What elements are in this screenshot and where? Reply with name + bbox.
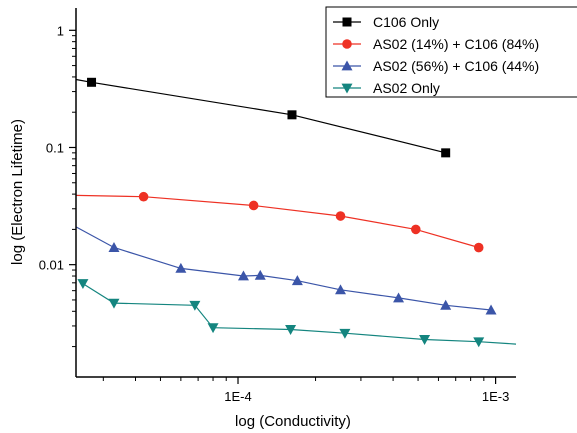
y-tick-label: 1: [57, 23, 64, 38]
data-point: [441, 148, 451, 158]
data-point: [138, 191, 149, 202]
legend-item: C106 Only: [333, 14, 439, 30]
series-4: [77, 279, 517, 348]
data-point: [287, 110, 297, 120]
legend-item: AS02 Only: [333, 80, 440, 96]
data-point: [473, 242, 484, 253]
legend-item: AS02 (14%) + C106 (84%): [333, 36, 539, 52]
legend-marker: [342, 17, 352, 27]
data-point: [291, 275, 303, 286]
data-point: [440, 299, 452, 310]
data-point: [485, 304, 497, 315]
data-point: [335, 211, 346, 221]
legend-item: AS02 (56%) + C106 (44%): [333, 58, 539, 74]
data-point: [237, 270, 249, 281]
data-point: [77, 279, 89, 290]
series-line: [75, 226, 492, 311]
axis-ticks: 1E-4 1E-3 1 0.1 0.01: [39, 23, 510, 404]
series-2: [75, 191, 484, 253]
legend-box: [325, 6, 577, 98]
data-point: [473, 337, 485, 348]
data-point: [207, 323, 219, 334]
data-point: [410, 224, 421, 235]
legend: C106 Only AS02 (14%) + C106 (84%) AS02 (56…: [325, 6, 577, 98]
x-axis-title: log (Conductivity): [235, 413, 351, 430]
legend-label: AS02 Only: [373, 80, 440, 96]
series-3: [75, 226, 497, 315]
series-line: [75, 78, 446, 154]
data-point: [175, 262, 187, 273]
plot-area: [75, 77, 517, 348]
series-line: [75, 194, 479, 249]
data-point: [393, 292, 405, 303]
legend-marker: [341, 60, 353, 71]
data-point: [189, 300, 201, 311]
legend-label: C106 Only: [373, 14, 439, 30]
data-point: [285, 325, 297, 335]
data-point: [254, 269, 266, 280]
data-point: [248, 200, 259, 211]
axes: [75, 8, 516, 378]
data-point: [339, 328, 351, 339]
x-tick-label: 1E-4: [224, 389, 251, 404]
data-point: [108, 298, 120, 309]
y-tick-label: 0.1: [46, 140, 64, 155]
y-tick-label: 0.01: [39, 258, 64, 273]
series-1: [75, 77, 451, 158]
data-point: [335, 284, 347, 295]
y-axis-title: log (Electron Lifetime): [9, 119, 26, 265]
data-point: [419, 335, 431, 345]
legend-marker: [342, 39, 352, 49]
data-point: [87, 77, 97, 87]
x-tick-label: 1E-3: [482, 389, 509, 404]
legend-label: AS02 (56%) + C106 (44%): [373, 58, 539, 74]
legend-marker: [341, 83, 353, 94]
legend-items: C106 Only AS02 (14%) + C106 (84%) AS02 (56…: [333, 14, 539, 96]
legend-label: AS02 (14%) + C106 (84%): [373, 36, 539, 52]
data-point: [108, 242, 120, 252]
axis-labels: log (Conductivity) log (Electron Lifetim…: [9, 119, 351, 430]
series-line: [82, 283, 517, 345]
